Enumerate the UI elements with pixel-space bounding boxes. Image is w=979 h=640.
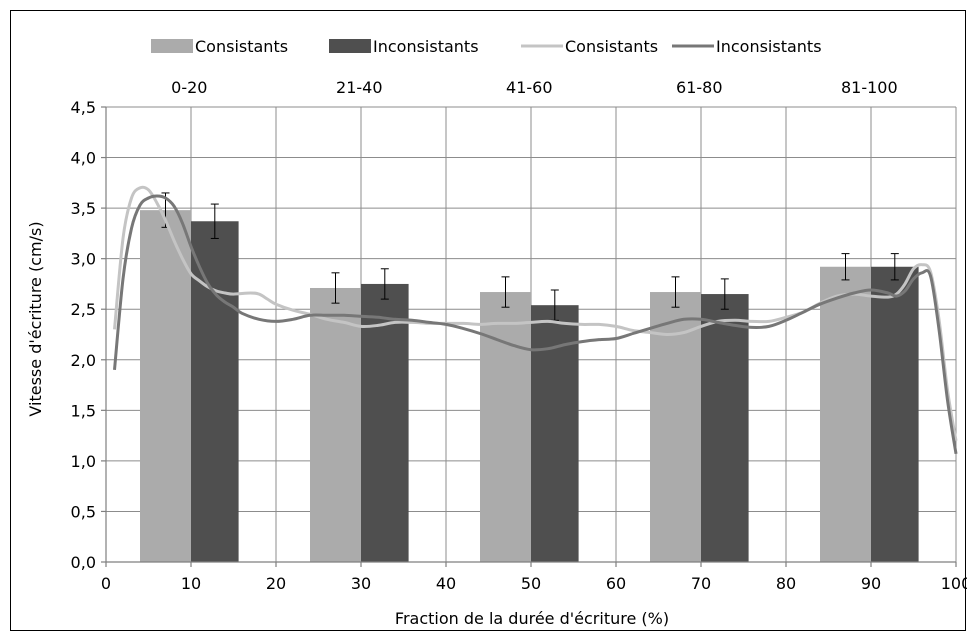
y-tick-label: 4,0 — [71, 149, 96, 168]
bar-consistants — [310, 287, 361, 562]
series-lines — [113, 185, 958, 455]
x-tick-label: 40 — [436, 574, 456, 593]
top-category-label: 21-40 — [336, 78, 383, 97]
x-tick-label: 30 — [351, 574, 371, 593]
bar-inconsistants — [361, 283, 409, 562]
x-tick-label: 80 — [776, 574, 796, 593]
legend-swatch — [151, 39, 193, 53]
legend-item: Inconsistants — [329, 37, 479, 56]
x-axis-label: Fraction de la durée d'écriture (%) — [395, 609, 669, 628]
x-tick-label: 90 — [861, 574, 881, 593]
top-category-labels: 0-20 21-40 41-60 61-80 81-100 — [171, 78, 897, 97]
y-tick-label: 3,0 — [71, 250, 96, 269]
bars — [140, 210, 919, 562]
legend-label: Inconsistants — [716, 37, 822, 56]
error-bar — [331, 272, 340, 304]
error-bar — [380, 268, 389, 300]
legend-label: Consistants — [565, 37, 658, 56]
x-tick-label: 60 — [606, 574, 626, 593]
legend-label: Inconsistants — [373, 37, 479, 56]
error-bar — [671, 276, 680, 308]
y-axis-label: Vitesse d'écriture (cm/s) — [26, 221, 45, 416]
y-tick-label: 4,5 — [71, 98, 96, 117]
bar-consistants — [140, 210, 191, 562]
error-bar — [841, 253, 850, 281]
line-inconsistants — [113, 194, 958, 455]
x-tick-label: 20 — [266, 574, 286, 593]
error-bar — [890, 253, 899, 281]
legend-item: Inconsistants — [672, 37, 822, 56]
top-category-label: 81-100 — [841, 78, 898, 97]
x-tick-label: 100 — [941, 574, 967, 593]
bar-inconsistants — [701, 294, 749, 562]
y-tick-label: 2,0 — [71, 351, 96, 370]
error-bars — [161, 192, 899, 321]
top-category-label: 0-20 — [171, 78, 207, 97]
error-bar — [501, 276, 510, 308]
legend-item: Consistants — [151, 37, 288, 56]
chart-frame: Consistants Inconsistants Consistants Incon… — [10, 10, 967, 631]
error-bar — [720, 278, 729, 310]
x-tick-label: 70 — [691, 574, 711, 593]
x-tick-label: 0 — [101, 574, 111, 593]
x-tick-label: 10 — [181, 574, 201, 593]
top-category-label: 61-80 — [676, 78, 723, 97]
chart-svg: Consistants Inconsistants Consistants Incon… — [26, 37, 967, 628]
legend-label: Consistants — [195, 37, 288, 56]
y-tick-label: 1,0 — [71, 452, 96, 471]
bar-consistants — [480, 292, 531, 562]
y-tick-label: 2,5 — [71, 300, 96, 319]
y-tick-labels: 0,0 0,5 1,0 1,5 2,0 2,5 3,0 3,5 4,0 4,5 — [71, 98, 96, 572]
legend: Consistants Inconsistants Consistants Incon… — [151, 37, 822, 56]
bar-inconsistants — [871, 266, 919, 562]
x-tick-label: 50 — [521, 574, 541, 593]
x-tick-labels: 0 10 20 30 40 50 60 70 80 90 100 — [101, 574, 967, 593]
bar-consistants — [820, 266, 871, 562]
axes — [101, 106, 957, 567]
y-tick-label: 1,5 — [71, 401, 96, 420]
error-bar — [210, 203, 219, 239]
y-tick-label: 0,5 — [71, 502, 96, 521]
y-tick-label: 3,5 — [71, 199, 96, 218]
bar-inconsistants — [191, 221, 239, 562]
y-tick-label: 0,0 — [71, 553, 96, 572]
legend-item: Consistants — [521, 37, 658, 56]
top-category-label: 41-60 — [506, 78, 553, 97]
bar-consistants — [650, 292, 701, 562]
legend-swatch — [329, 39, 371, 53]
